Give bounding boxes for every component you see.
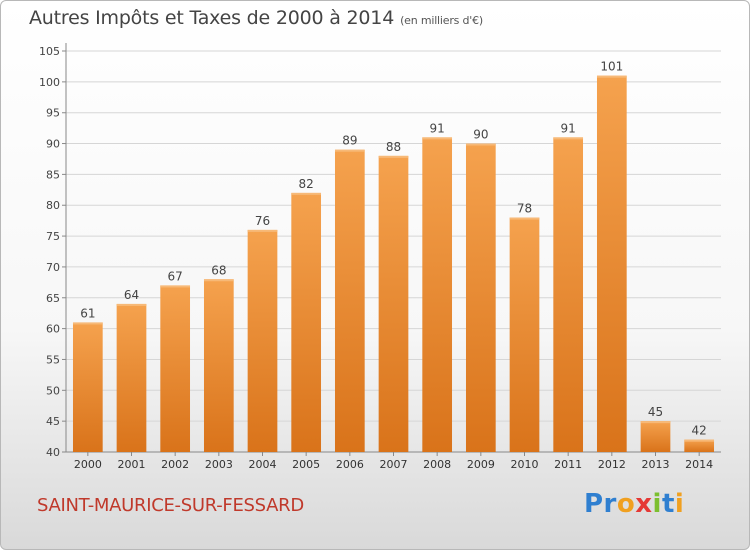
x-tick-label: 2012 — [598, 458, 626, 471]
commune-name: SAINT-MAURICE-SUR-FESSARD — [37, 495, 304, 516]
data-label: 67 — [168, 269, 183, 283]
data-label: 91 — [561, 121, 576, 135]
bar — [116, 303, 147, 452]
bar-highlight — [334, 149, 365, 152]
bar — [160, 285, 191, 452]
data-label: 89 — [342, 134, 357, 148]
logo-part: Pr — [584, 489, 617, 519]
logo-part: i — [674, 489, 685, 519]
x-tick-label: 2009 — [467, 458, 495, 471]
data-label: 45 — [648, 405, 663, 419]
chart-title-text: Autres Impôts et Taxes de 2000 à 2014 — [29, 7, 395, 29]
y-tick-label: 60 — [46, 323, 60, 336]
bar — [684, 439, 715, 452]
bar — [203, 279, 234, 452]
x-tick-label: 2010 — [511, 458, 539, 471]
chart-title: Autres Impôts et Taxes de 2000 à 2014 (en… — [29, 7, 483, 29]
data-label: 64 — [124, 288, 139, 302]
bar — [72, 322, 103, 452]
x-tick-label: 2003 — [205, 458, 233, 471]
bar-highlight — [422, 137, 453, 140]
data-label: 61 — [80, 306, 95, 320]
bar-highlight — [160, 285, 191, 288]
bar-highlight — [116, 303, 147, 306]
y-tick-label: 105 — [39, 45, 60, 58]
data-label: 42 — [692, 424, 707, 438]
bar-highlight — [247, 229, 278, 232]
x-tick-label: 2014 — [685, 458, 713, 471]
bar-highlight — [465, 143, 496, 146]
x-tick-label: 2008 — [423, 458, 451, 471]
x-tick-label: 2013 — [642, 458, 670, 471]
data-labels: 61 64 67 68 76 82 89 88 91 90 78 91 101 45 42 — [80, 60, 707, 438]
bar-highlight — [203, 279, 234, 282]
bar-highlight — [553, 137, 584, 140]
bar — [596, 75, 627, 452]
bar — [465, 143, 496, 453]
x-tick-label: 2004 — [249, 458, 277, 471]
proxiti-logo[interactable]: Proxiti — [584, 489, 684, 519]
logo-part: t — [661, 489, 675, 519]
bar-highlight — [640, 421, 671, 424]
bar — [553, 137, 584, 452]
bar — [291, 192, 322, 452]
data-label: 91 — [430, 121, 445, 135]
x-tick-label: 2006 — [336, 458, 364, 471]
bar — [640, 421, 671, 452]
x-tick-labels: 2000 2001 2002 2003 2004 2005 2006 2007 2008 2009… — [74, 452, 713, 471]
y-tick-label: 90 — [46, 138, 60, 151]
y-tick-label: 70 — [46, 261, 60, 274]
bar — [247, 229, 278, 452]
x-tick-label: 2005 — [292, 458, 320, 471]
x-tick-label: 2011 — [554, 458, 582, 471]
data-label: 101 — [600, 60, 623, 74]
bar-highlight — [72, 322, 103, 325]
logo-part: x — [635, 489, 653, 519]
logo-part: i — [652, 489, 662, 519]
y-tick-label: 40 — [46, 446, 60, 459]
x-tick-label: 2000 — [74, 458, 102, 471]
bar — [378, 155, 409, 452]
bar-highlight — [509, 217, 540, 220]
bar — [422, 137, 453, 452]
y-tick-label: 45 — [46, 415, 60, 428]
logo-part: o — [616, 489, 636, 519]
y-tick-label: 85 — [46, 168, 60, 181]
y-tick-label: 80 — [46, 199, 60, 212]
y-tick-label: 95 — [46, 107, 60, 120]
y-tick-label: 100 — [39, 76, 60, 89]
x-tick-label: 2002 — [161, 458, 189, 471]
bars — [72, 75, 715, 453]
y-tick-label: 50 — [46, 384, 60, 397]
data-label: 78 — [517, 202, 532, 216]
bar — [509, 217, 540, 452]
y-tick-label: 75 — [46, 230, 60, 243]
data-label: 82 — [299, 177, 314, 191]
y-tick-label: 65 — [46, 292, 60, 305]
data-label: 68 — [211, 263, 226, 277]
bar-highlight — [291, 192, 322, 195]
data-label: 90 — [473, 128, 488, 142]
x-tick-label: 2001 — [118, 458, 146, 471]
data-label: 76 — [255, 214, 270, 228]
data-label: 88 — [386, 140, 401, 154]
bar — [334, 149, 365, 452]
bar-highlight — [596, 75, 627, 78]
y-tick-label: 55 — [46, 353, 60, 366]
chart-unit: (en milliers d'€) — [400, 14, 483, 27]
bar-highlight — [378, 155, 409, 158]
x-tick-label: 2007 — [380, 458, 408, 471]
bar-highlight — [684, 439, 715, 442]
y-tick-labels: 40 45 50 55 60 65 70 75 80 85 90 95 100 105 — [39, 45, 60, 459]
